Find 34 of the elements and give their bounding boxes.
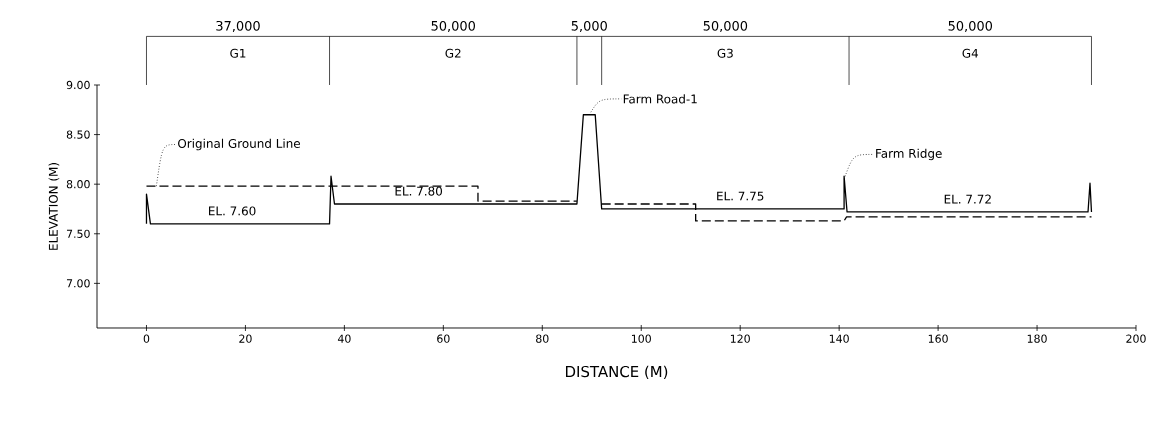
annotation: Farm Ridge	[876, 148, 942, 161]
text: 50,000	[431, 20, 476, 33]
annotation: EL. 7.75	[717, 191, 764, 201]
text: 5,000	[571, 20, 607, 33]
x-tick-label: 180	[1027, 334, 1047, 343]
y-tick-label: 7.00	[66, 279, 90, 288]
x-tick-label: 140	[829, 334, 849, 343]
annotation: Farm Road-1	[623, 94, 697, 104]
annotation: EL. 7.60	[209, 206, 256, 216]
x-tick-label: 160	[928, 334, 948, 343]
text: 50,000	[703, 20, 748, 33]
text: G2	[445, 48, 461, 58]
annotation: EL. 7.80	[395, 186, 443, 196]
y-tick-label: 8.50	[66, 130, 90, 139]
y-tick-label: 8.00	[66, 180, 90, 189]
text: 37,000	[216, 20, 260, 33]
x-axis-title: DISTANCE (M)	[566, 365, 668, 379]
y-tick-label: 9.00	[66, 80, 90, 90]
x-tick-label: 60	[437, 334, 450, 343]
text: G1	[230, 48, 246, 58]
x-tick-label: 40	[337, 334, 351, 343]
x-tick-label: 80	[536, 334, 549, 343]
y-tick-label: 7.50	[66, 229, 90, 238]
x-tick-label: 100	[631, 334, 651, 343]
x-tick-label: 120	[730, 334, 750, 343]
x-tick-label: 20	[239, 334, 252, 343]
y-axis-title: ELEVATION (M)	[48, 162, 60, 250]
x-tick-label: 0	[143, 334, 150, 343]
text: G4	[962, 48, 979, 58]
text: G3	[717, 48, 733, 58]
x-tick-label: 200	[1126, 334, 1146, 343]
annotation: Original Ground Line	[178, 138, 301, 151]
annotation: EL. 7.72	[944, 194, 991, 204]
text: 50,000	[948, 20, 993, 33]
